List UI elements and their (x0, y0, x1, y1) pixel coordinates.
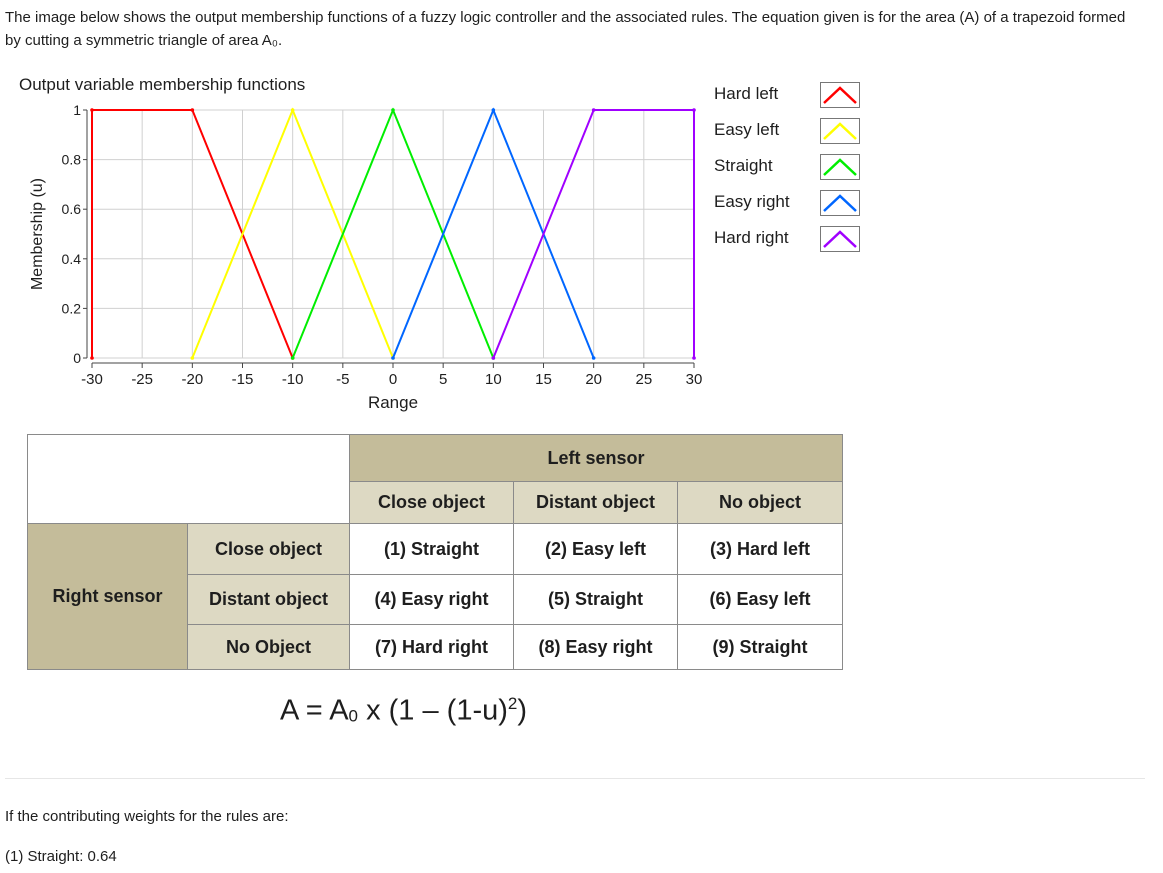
x-tick-label: -15 (232, 371, 254, 388)
legend-swatch-icon (820, 190, 860, 216)
chart-plot: 0 0.2 0.4 0.6 0.8 1 -30 -25 -20 -15 -10 -5 0 5 10 15 20 2… (29, 102, 703, 412)
rule-cell-6: (6) Easy left (677, 574, 843, 625)
col-header-close: Close object (349, 481, 514, 524)
rule-cell-9: (9) Straight (677, 624, 843, 670)
formula-superscript: 2 (507, 694, 518, 713)
x-tick-label: 15 (535, 371, 552, 388)
y-tick-label: 0.8 (62, 152, 82, 168)
rule-cell-7: (7) Hard right (349, 624, 514, 670)
area-formula: A = A0 x (1 – (1-u)2) (280, 694, 527, 728)
rule-cell-5: (5) Straight (513, 574, 678, 625)
y-tick-label: 1 (73, 102, 81, 118)
series-hard-right (492, 109, 695, 359)
series-hard-left-point (90, 356, 94, 360)
formula-lhs: A = A (280, 694, 349, 727)
rule-cell-1: (1) Straight (349, 523, 514, 575)
y-tick-label: 0 (73, 350, 81, 366)
series-easy-right-point (391, 356, 395, 360)
rule-cell-8: (8) Easy right (513, 624, 678, 670)
rule-cell-2: (2) Easy left (513, 523, 678, 575)
rules-table: Left sensor Close object Distant object … (27, 434, 843, 670)
x-tick-label: -30 (81, 371, 103, 388)
x-tick-label: 25 (635, 371, 652, 388)
legend-label: Easy left (714, 120, 780, 139)
x-tick-label: -5 (336, 371, 349, 388)
series-hard-left-point (190, 108, 195, 112)
rule-cell-3: (3) Hard left (677, 523, 843, 575)
x-tick-label: -20 (181, 371, 203, 388)
membership-chart: Output variable membership functions 0 0.… (0, 70, 880, 430)
y-tick-label: 0.2 (62, 300, 82, 316)
x-tick-label: 0 (389, 371, 397, 388)
legend-swatch-icon (820, 154, 860, 180)
legend-item-hard-left: Hard left (710, 80, 865, 108)
series-hard-right-point (591, 108, 596, 112)
series-easy-right-point (591, 356, 596, 360)
divider (5, 778, 1145, 779)
legend-label: Easy right (714, 192, 790, 211)
series-hard-right-point (491, 356, 496, 360)
legend-label: Straight (714, 156, 773, 175)
legend-item-easy-right: Easy right (710, 188, 865, 216)
legend-item-easy-left: Easy left (710, 116, 865, 144)
chart-title: Output variable membership functions (19, 75, 306, 94)
legend-label: Hard left (714, 84, 779, 103)
y-tick-label: 0.4 (62, 251, 82, 267)
weight-item: (1) Straight: 0.64 (5, 848, 117, 865)
row-header-none: No Object (187, 624, 350, 670)
formula-subscript: 0 (348, 706, 359, 726)
row-header-close: Close object (187, 523, 350, 575)
series-easy-right-point (491, 108, 496, 112)
weights-intro: If the contributing weights for the rule… (5, 808, 289, 825)
series-straight-point (391, 108, 395, 112)
legend-item-straight: Straight (710, 152, 865, 180)
y-tick-label: 0.6 (62, 201, 82, 217)
col-header-none: No object (677, 481, 843, 524)
x-tick-label: 5 (439, 371, 447, 388)
legend-swatch-icon (820, 226, 860, 252)
formula-middle: x (1 – (1-u) (358, 694, 508, 727)
series-straight-point (290, 356, 295, 360)
intro-text: The image below shows the output members… (5, 9, 1126, 49)
series-hard-right-point (692, 356, 696, 360)
y-axis-label: Membership (u) (29, 178, 46, 290)
row-header-distant: Distant object (187, 574, 350, 625)
series-easy-left-point (290, 108, 295, 112)
series-easy-left-point (190, 356, 195, 360)
formula-end: ) (517, 694, 528, 727)
rule-cell-4: (4) Easy right (349, 574, 514, 625)
x-tick-label: 30 (686, 371, 703, 388)
legend-swatch-icon (820, 82, 860, 108)
x-tick-label: 10 (485, 371, 502, 388)
x-axis-label: Range (368, 393, 418, 412)
x-tick-label: 20 (585, 371, 602, 388)
right-sensor-header: Right sensor (27, 523, 188, 670)
table-corner (27, 434, 350, 524)
series-hard-right-point (692, 108, 696, 112)
series-hard-left-point (90, 108, 94, 112)
left-sensor-header: Left sensor (349, 434, 843, 482)
x-tick-label: -10 (282, 371, 304, 388)
legend-item-hard-right: Hard right (710, 224, 865, 252)
x-tick-label: -25 (131, 371, 153, 388)
legend-swatch-icon (820, 118, 860, 144)
legend-label: Hard right (714, 228, 789, 247)
col-header-distant: Distant object (513, 481, 678, 524)
